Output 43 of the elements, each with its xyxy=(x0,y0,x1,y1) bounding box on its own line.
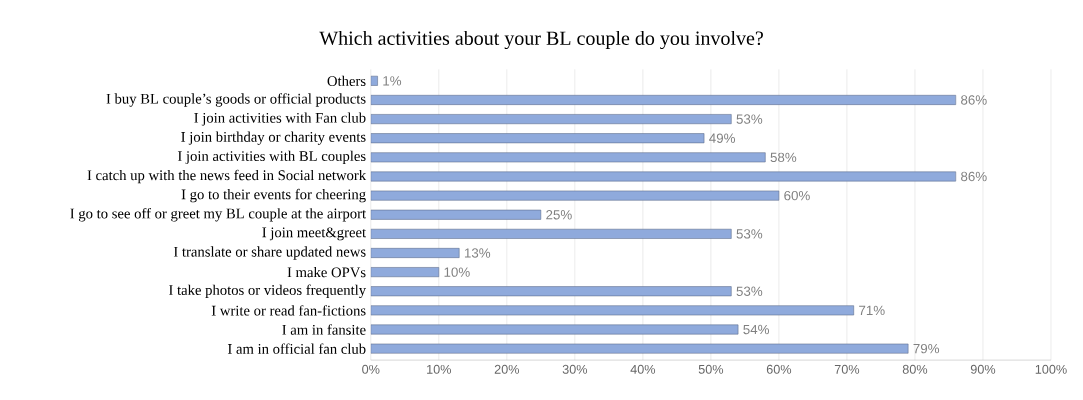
bar xyxy=(370,324,739,335)
y-tick-label: I am in fansite xyxy=(282,324,366,335)
y-tick-label: I go to see off or greet my BL couple at the airport xyxy=(70,207,367,222)
data-label: 49% xyxy=(709,133,736,143)
data-label: 25% xyxy=(546,209,572,220)
x-tick-label: 60% xyxy=(766,364,792,374)
x-tick-label: 0% xyxy=(362,364,380,374)
x-tick-label: 40% xyxy=(630,364,656,374)
y-tick-label: I make OPVs xyxy=(287,266,366,278)
data-label: 86% xyxy=(961,95,987,105)
data-label: 53% xyxy=(736,229,763,239)
x-tick-label: 100% xyxy=(1035,364,1067,374)
y-tick-label: I join meet&greet xyxy=(262,227,367,241)
data-label: 53% xyxy=(736,114,763,124)
y-tick-label: I join birthday or charity events xyxy=(181,131,366,145)
y-tick-label: I translate or share updated news xyxy=(173,246,366,260)
y-tick-label: I am in official fan club xyxy=(227,343,366,354)
data-label: 10% xyxy=(444,267,470,277)
y-tick-label: I go to their events for cheering xyxy=(181,188,366,203)
data-label: 60% xyxy=(784,190,810,201)
y-tick-label: I write or read fan-fictions xyxy=(211,305,366,316)
x-tick-label: 70% xyxy=(834,364,860,374)
y-tick-label: Others xyxy=(327,75,366,86)
data-label: 54% xyxy=(743,324,770,335)
data-label: 58% xyxy=(770,152,797,163)
y-tick-label: I catch up with the news feed in Social network xyxy=(87,169,367,184)
data-label: 53% xyxy=(736,286,763,296)
chart-title: Which activities about your BL couple do you involve? xyxy=(319,30,763,50)
x-tick-label: 20% xyxy=(494,364,520,374)
y-tick-label: I join activities with BL couples xyxy=(177,150,366,164)
data-label: 79% xyxy=(913,343,940,354)
x-tick-label: 90% xyxy=(970,364,996,374)
x-tick-label: 30% xyxy=(562,364,588,374)
data-label: 86% xyxy=(961,171,987,182)
data-label: 71% xyxy=(859,305,885,315)
data-label: 13% xyxy=(464,248,491,258)
x-tick-label: 10% xyxy=(427,364,452,374)
y-tick-label: I join activities with Fan club xyxy=(194,112,366,126)
y-tick-label: I take photos or videos frequently xyxy=(169,284,367,298)
x-tick-label: 50% xyxy=(698,364,724,374)
x-tick-label: 80% xyxy=(902,364,928,374)
y-tick-label: I buy BL couple’s goods or official products xyxy=(106,93,366,107)
data-label: 1% xyxy=(383,76,402,86)
